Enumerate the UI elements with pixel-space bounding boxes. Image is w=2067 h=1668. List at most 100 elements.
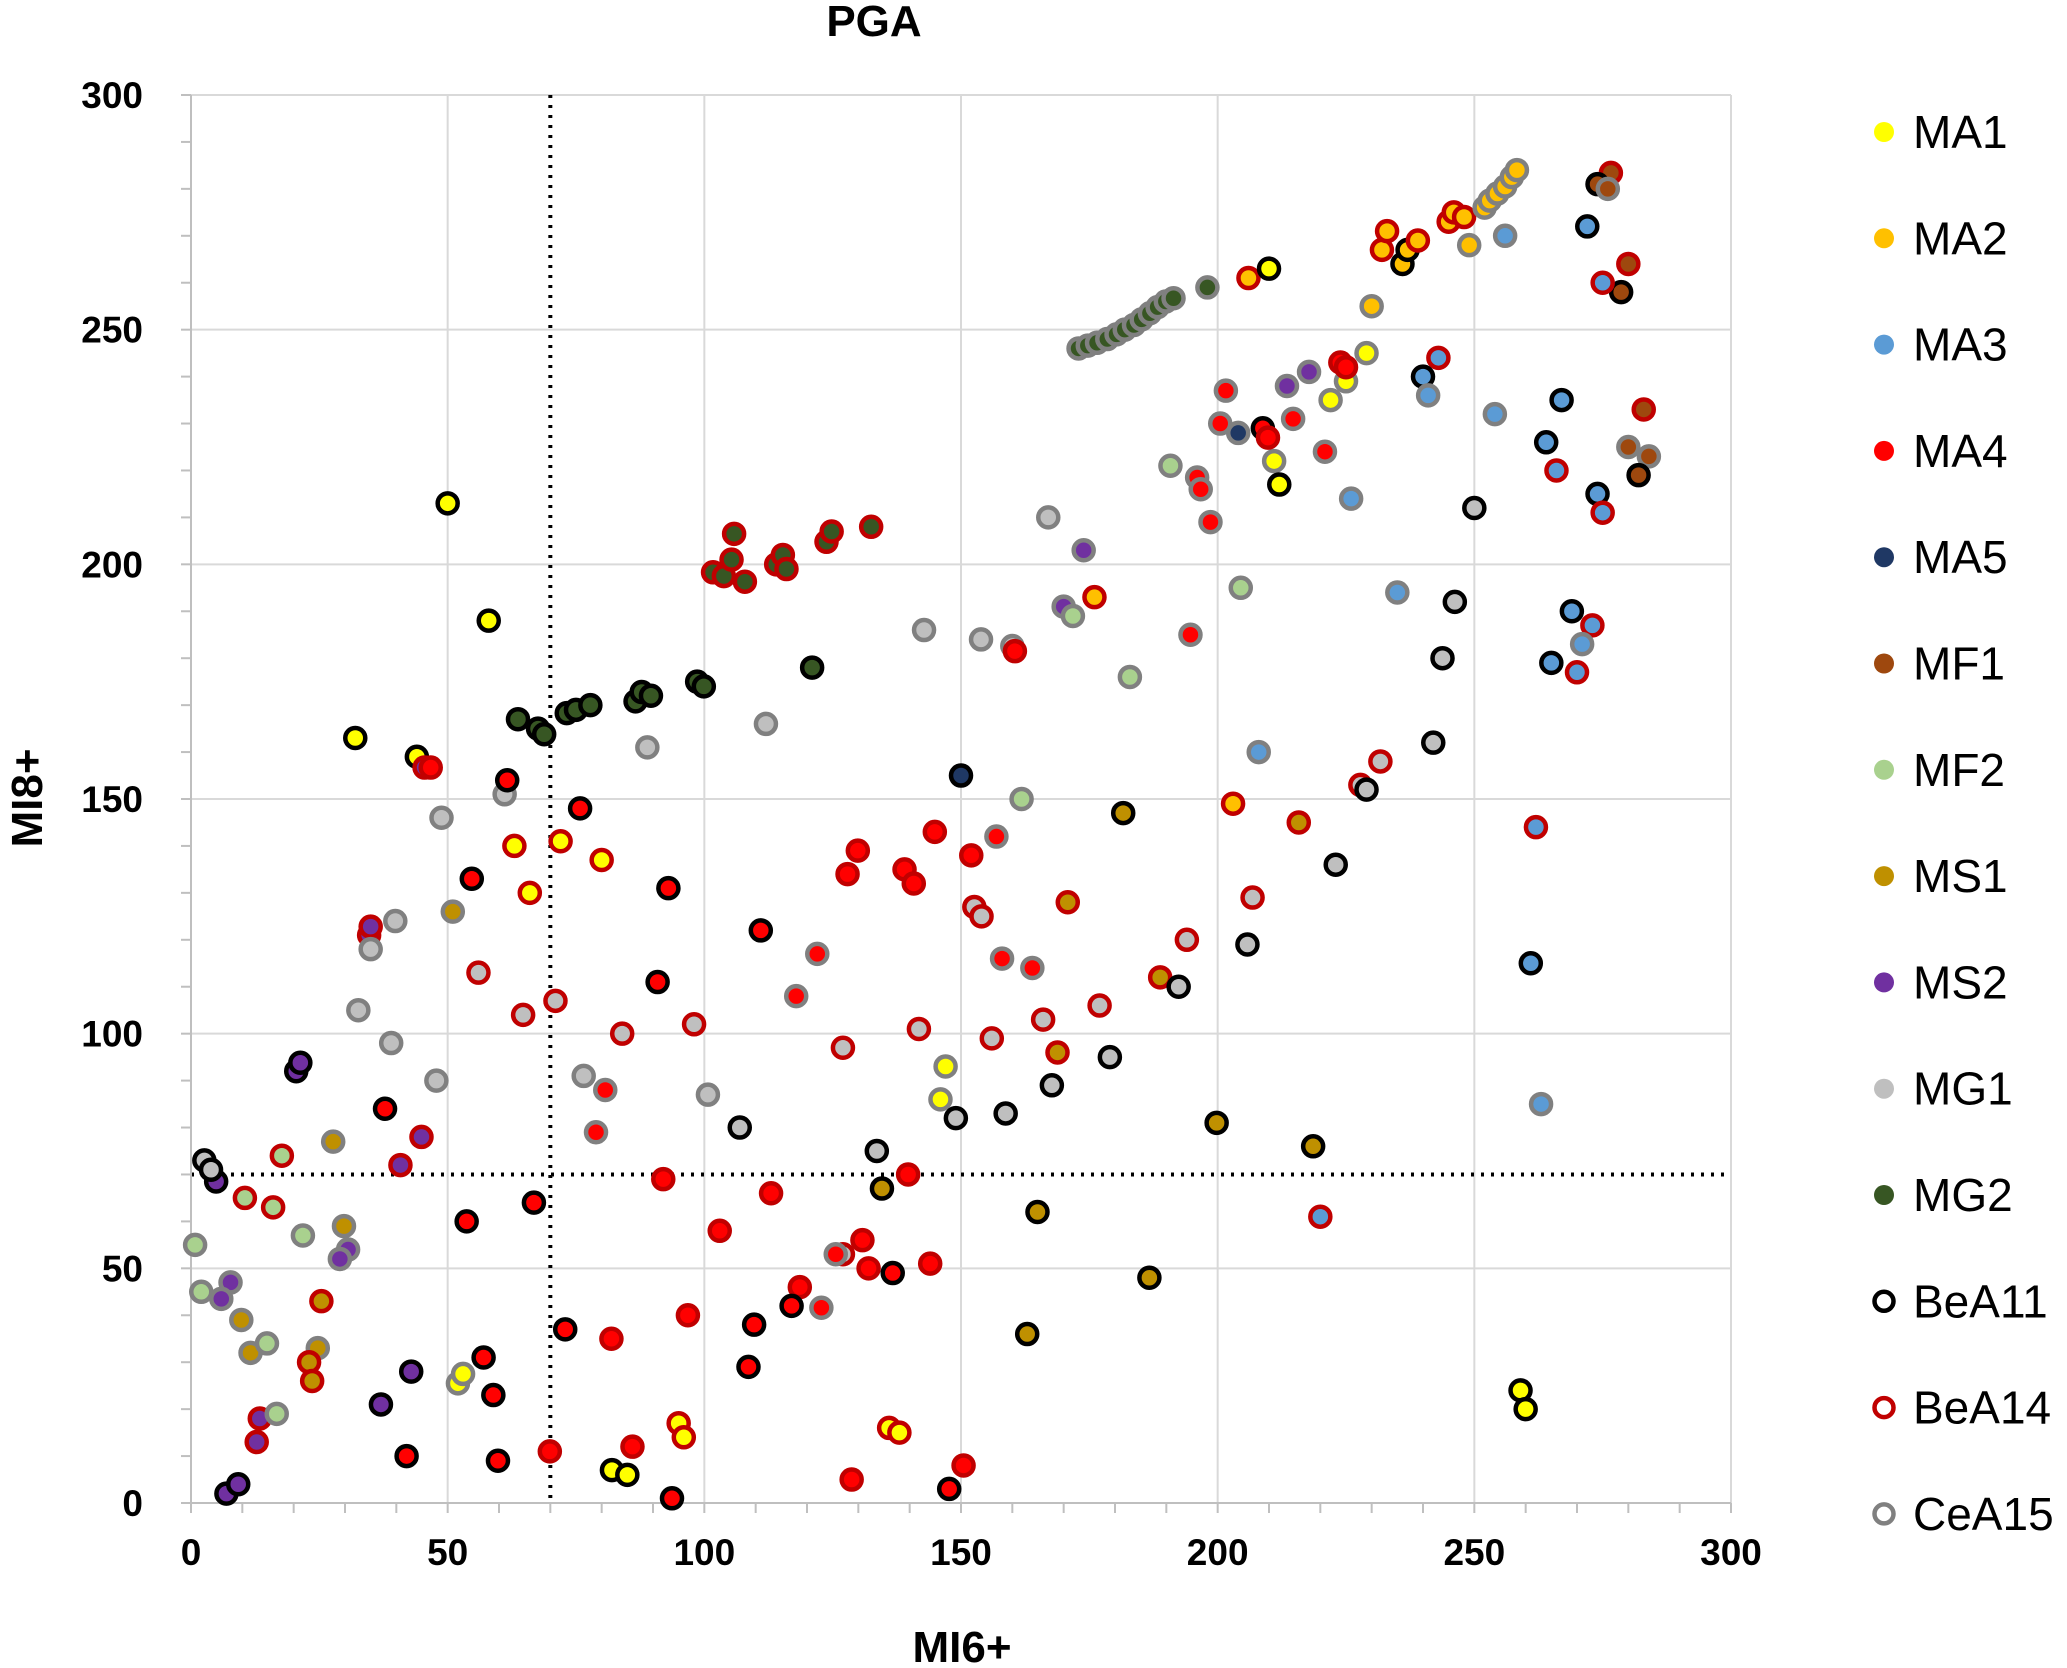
legend: MA1 MA2 MA3 MA4 MA5 MF1 MF2 MS1 MS2 MG1 MG2 BeA11 Be… (1872, 106, 2054, 1540)
data-point (1039, 1073, 1065, 1098)
data-point (1236, 265, 1261, 291)
data-point (1060, 603, 1086, 629)
data-point (869, 1176, 895, 1201)
data-point (839, 1467, 864, 1492)
y-tick-label: 250 (81, 310, 143, 351)
data-point (1421, 730, 1446, 755)
data-point (1368, 749, 1393, 774)
data-point (229, 1307, 254, 1333)
data-point (835, 861, 860, 887)
legend-label: CeA15 (1913, 1488, 2054, 1540)
data-point (429, 805, 454, 831)
data-point (620, 1434, 645, 1459)
data-point (481, 1382, 506, 1408)
data-point (671, 1425, 697, 1450)
reference-lines (191, 95, 1731, 1503)
data-point (1261, 448, 1287, 474)
data-point (799, 655, 825, 680)
data-point (1626, 462, 1651, 488)
data-point (911, 617, 937, 643)
data-point (758, 1180, 784, 1206)
data-point (1616, 251, 1641, 277)
data-point (753, 711, 779, 737)
legend-marker-dot (1874, 866, 1894, 887)
data-point (615, 1462, 640, 1488)
y-tick-label: 300 (81, 75, 143, 116)
data-point (864, 1138, 890, 1164)
x-tick-label: 50 (427, 1532, 468, 1573)
data-point (779, 1293, 804, 1319)
legend-label: MG2 (1913, 1169, 2013, 1221)
data-point (691, 674, 717, 699)
data-point (609, 1021, 635, 1046)
data-point (830, 1035, 856, 1060)
data-point (383, 908, 408, 934)
data-point (1030, 1007, 1056, 1032)
legend-item: MA4 (1874, 425, 2008, 477)
data-point (933, 1054, 958, 1079)
data-point (327, 1246, 353, 1272)
data-point (1492, 223, 1518, 249)
legend-label: MS1 (1913, 850, 2008, 902)
data-point (567, 796, 593, 821)
data-point (1137, 1265, 1162, 1290)
data-point (435, 491, 460, 516)
data-point (358, 936, 383, 962)
x-tick-label: 300 (1700, 1532, 1762, 1573)
data-point (1333, 354, 1359, 380)
legend-marker-ring (1872, 1289, 1896, 1314)
x-tick-label: 150 (930, 1532, 992, 1573)
data-point (1280, 406, 1306, 432)
data-point (936, 1476, 962, 1502)
data-point (805, 941, 830, 967)
data-point (244, 1429, 269, 1455)
data-point (1267, 472, 1292, 497)
legend-marker-ring (1872, 1395, 1896, 1420)
data-point (1188, 476, 1213, 502)
x-axis-label: MI6+ (912, 1623, 1011, 1668)
data-point (454, 1209, 479, 1234)
data-point (856, 1256, 881, 1281)
y-tick-label: 100 (81, 1014, 143, 1055)
data-point (1097, 1044, 1123, 1070)
data-point (424, 1068, 449, 1093)
legend-item: MS2 (1874, 956, 2008, 1008)
data-point (309, 1288, 334, 1314)
data-point (1415, 383, 1441, 408)
data-point (548, 828, 573, 854)
data-point (948, 763, 974, 788)
data-point (537, 1439, 563, 1464)
data-point (651, 1166, 676, 1192)
data-point (182, 1232, 208, 1258)
legend-item: MG2 (1874, 1169, 2013, 1221)
data-point (1544, 458, 1569, 483)
data-point (1235, 932, 1260, 957)
data-point (1014, 1321, 1040, 1347)
data-point (1286, 810, 1312, 835)
data-point (1462, 495, 1487, 521)
data-point (1255, 425, 1281, 450)
data-point (409, 1124, 434, 1150)
data-point (450, 1361, 476, 1387)
y-tick-label: 150 (81, 779, 143, 820)
data-point (707, 1218, 732, 1244)
legend-item: MA2 (1874, 212, 2008, 264)
data-point (1374, 218, 1400, 244)
legend-label: MG1 (1913, 1063, 2013, 1115)
data-point (968, 627, 994, 652)
data-point (1590, 500, 1615, 525)
data-point (635, 735, 660, 760)
data-point (1147, 965, 1173, 990)
data-point (901, 871, 927, 896)
data-point (1318, 387, 1343, 413)
data-point (1513, 1396, 1538, 1422)
data-point (1631, 397, 1656, 422)
data-point (845, 838, 871, 863)
data-point (494, 767, 520, 793)
data-point (543, 988, 568, 1014)
data-point (1312, 439, 1338, 464)
data-point (1430, 645, 1455, 671)
data-point (440, 899, 466, 924)
data-point (459, 866, 485, 892)
data-point (1518, 951, 1544, 976)
